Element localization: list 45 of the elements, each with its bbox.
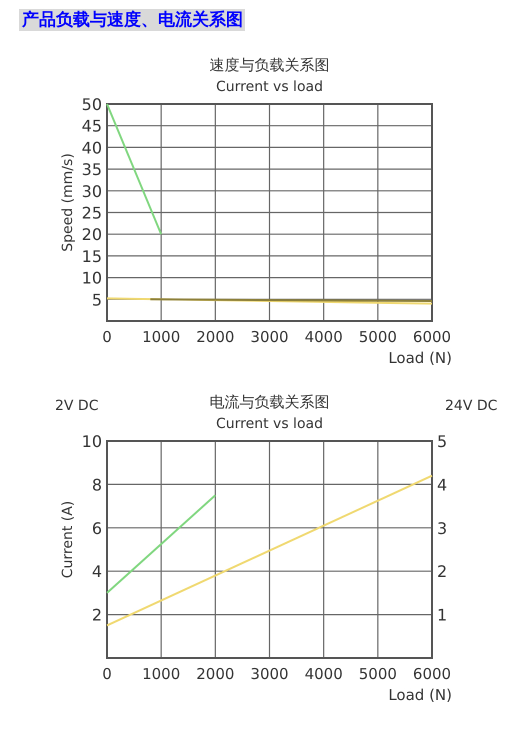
y-tick-label: 20: [82, 225, 102, 244]
chart-subtitle: Current vs load: [216, 416, 323, 432]
x-tick-label: 5000: [358, 665, 397, 683]
y-tick-label: 4: [92, 562, 102, 582]
y-axis-title: Speed (mm/s): [60, 153, 76, 252]
x-tick-label: 1000: [142, 665, 180, 683]
y-tick-label: 35: [82, 160, 102, 180]
y2-tick-label: 4: [437, 475, 448, 494]
x-tick-label: 3000: [250, 665, 289, 683]
x-axis-title: Load (N): [388, 686, 452, 704]
x-tick-label: 2000: [196, 328, 234, 346]
x-tick-label: 6000: [412, 665, 452, 683]
y2-tick-label: 3: [437, 518, 448, 538]
x-tick-label: 0: [102, 328, 112, 346]
y2-tick-label: 2: [437, 562, 448, 582]
chart-title: 电流与负载关系图: [210, 393, 330, 411]
x-axis-title: Load (N): [388, 349, 452, 367]
y-tick-label: 10: [82, 268, 102, 288]
y-tick-label: 5: [92, 290, 102, 310]
x-tick-label: 0: [102, 665, 112, 683]
y-tick-label: 30: [82, 182, 102, 201]
x-tick-label: 5000: [358, 328, 397, 346]
x-tick-label: 4000: [304, 665, 343, 683]
y-tick-label: 15: [82, 246, 102, 266]
x-tick-label: 4000: [304, 328, 343, 346]
y-tick-label: 25: [82, 204, 102, 222]
y-tick-label: 50: [82, 95, 102, 114]
x-tick-label: 1000: [142, 328, 180, 346]
text: 产品负载与速度、电流关系图: [21, 10, 243, 30]
text: 2V DC: [55, 398, 99, 414]
y-tick-label: 10: [82, 432, 102, 451]
y-tick-label: 45: [82, 116, 102, 136]
y2-tick-label: 1: [437, 606, 448, 625]
x-tick-label: 6000: [412, 328, 452, 346]
text: 24V DC: [445, 398, 498, 414]
x-tick-label: 3000: [250, 328, 289, 346]
y-axis-title: Current (A): [60, 500, 76, 578]
x-tick-label: 2000: [196, 665, 234, 683]
y2-tick-label: 5: [437, 432, 448, 451]
chart-title: 速度与负载关系图: [210, 56, 330, 74]
y-tick-label: 40: [82, 138, 102, 158]
y-tick-label: 2: [92, 606, 102, 625]
chart-subtitle: Current vs load: [216, 79, 323, 95]
y-tick-label: 8: [92, 475, 102, 494]
y-tick-label: 6: [92, 518, 102, 538]
